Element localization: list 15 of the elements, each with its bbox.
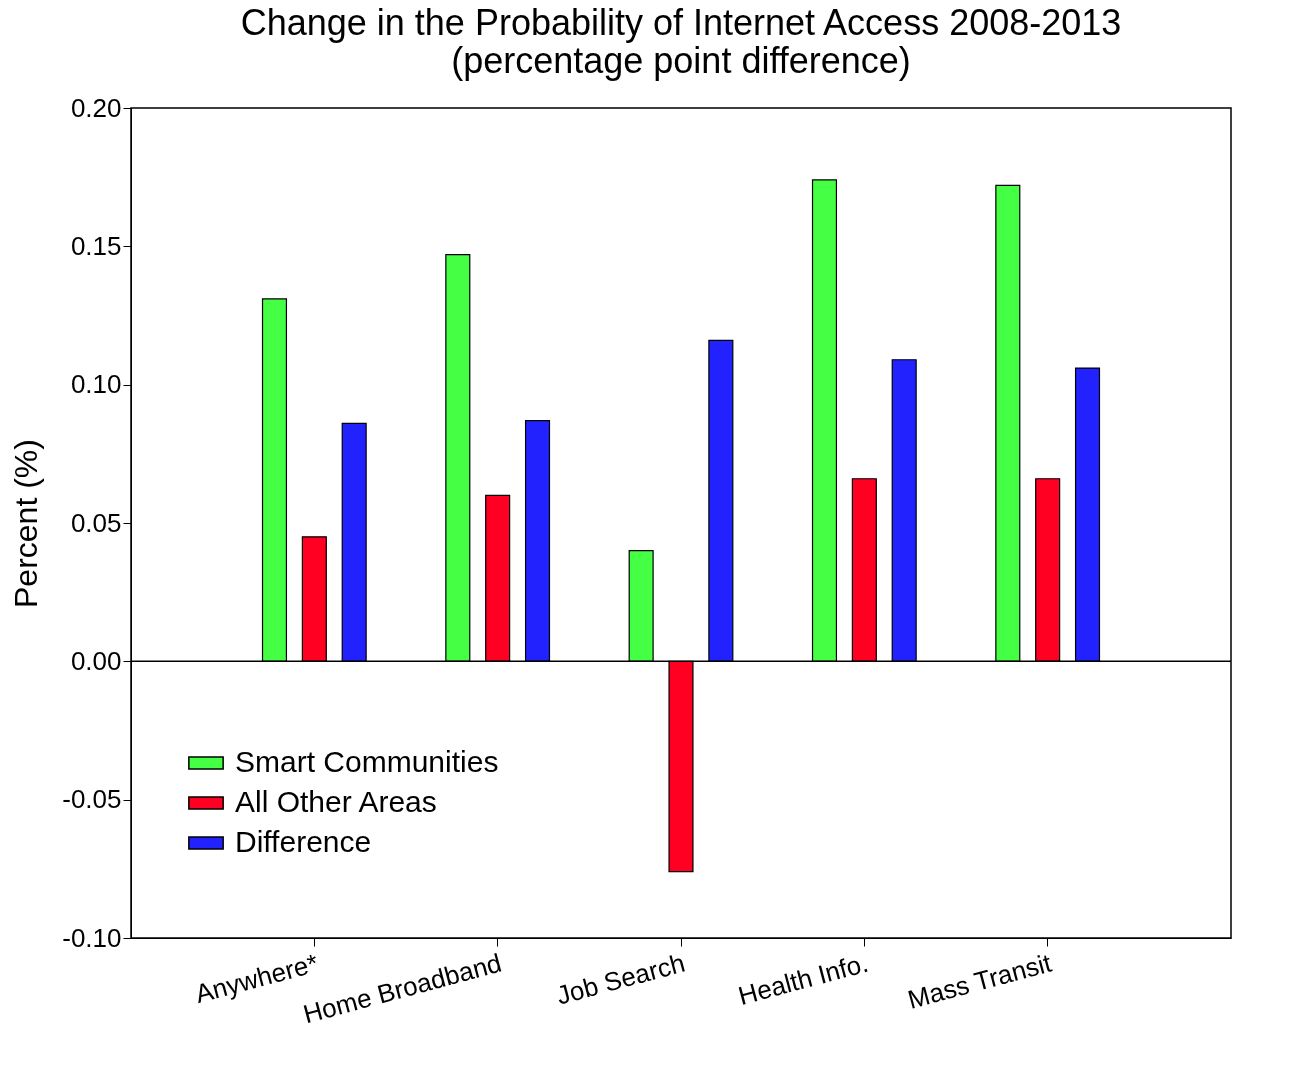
x-tick-label: Mass Transit	[904, 947, 1056, 1015]
chart-title: Change in the Probability of Internet Access 2008-2013	[240, 2, 1122, 43]
x-tick-label: Job Search	[553, 947, 688, 1011]
y-tick-label: 0.10	[70, 369, 122, 400]
legend-label: All Other Areas	[235, 785, 437, 818]
legend-label: Smart Communities	[235, 745, 499, 778]
x-tick-label: Health Info.	[735, 947, 872, 1011]
y-tick-label: -0.10	[62, 922, 122, 953]
y-tick-label: 0.15	[70, 230, 122, 261]
y-axis-title: Percent (%)	[8, 439, 45, 608]
y-tick-label: 0.20	[70, 92, 122, 123]
y-tick-label: 0.05	[70, 507, 122, 538]
y-tick-label: -0.05	[62, 784, 122, 815]
y-tick-label: 0.00	[70, 645, 122, 676]
legend-label: Difference	[235, 825, 372, 858]
